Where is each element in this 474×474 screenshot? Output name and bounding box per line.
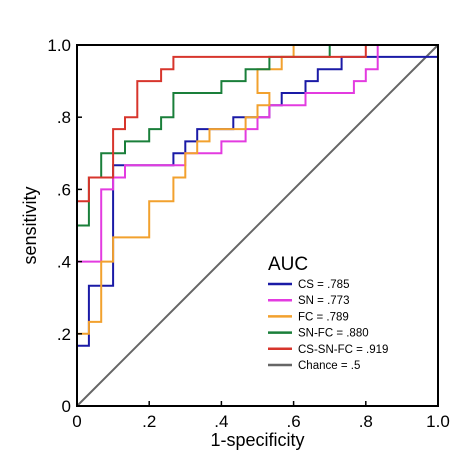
legend-title: AUC [268, 254, 308, 275]
x-tick-label: .8 [359, 412, 373, 431]
x-axis-title: 1-specificity [210, 430, 304, 450]
legend-label-sn-fc: SN-FC = .880 [298, 328, 369, 340]
plot-frame [76, 44, 439, 407]
x-tick-label: .4 [214, 412, 228, 431]
x-tick-label: .6 [287, 412, 301, 431]
y-axis-title: sensitivity [20, 186, 40, 264]
y-tick-label: .4 [57, 253, 71, 272]
series-line-cs-sn-fc [76, 44, 438, 406]
y-tick-label: .2 [57, 325, 71, 344]
ticks-layer: 0 .2 .4 .6 .8 1.0 0 .2 .4 .6 .8 1.0 [47, 36, 449, 431]
y-tick-label: 0 [62, 397, 71, 416]
legend-label-cs: CS = .785 [298, 279, 349, 291]
series-layer [76, 44, 439, 407]
legend-label-chance: Chance = .5 [298, 360, 360, 372]
y-tick-label: .8 [57, 108, 71, 127]
x-tick-label: .2 [142, 412, 156, 431]
legend-label-cs-sn-fc: CS-SN-FC = .919 [298, 344, 388, 356]
series-line-chance [76, 44, 439, 407]
legend-label-fc: FC = .789 [298, 311, 349, 323]
legend-label-sn: SN = .773 [298, 295, 349, 307]
series-line-cs [76, 45, 439, 406]
y-tick-label: .6 [57, 180, 71, 199]
y-tick-label: 1.0 [47, 36, 71, 55]
x-tick-label: 0 [72, 412, 81, 431]
legend: AUC CS = .785 SN = .773 FC = .789 SN-FC = .… [268, 254, 388, 372]
x-tick-label: 1.0 [426, 412, 450, 431]
